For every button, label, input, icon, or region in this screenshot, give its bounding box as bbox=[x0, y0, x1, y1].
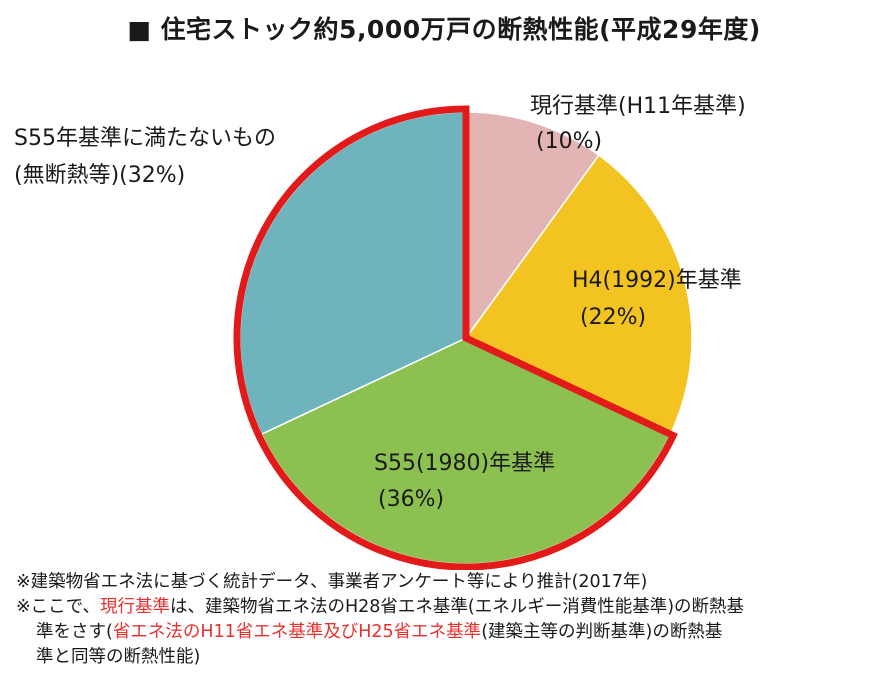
slice-label-pre-s55-sub: (無断熱等)(32%) bbox=[14, 163, 185, 188]
slice-pct-s55: (36%) bbox=[378, 487, 444, 512]
highlight-outline bbox=[233, 105, 678, 570]
highlight-text-genko: 現行基準 bbox=[99, 597, 170, 617]
footnote-2-end: 準と同等の断熱性能) bbox=[36, 647, 201, 667]
slice-label-h4: H4(1992)年基準 bbox=[572, 268, 742, 293]
pie-slice bbox=[465, 111, 600, 341]
pie-chart: 現行基準(H11年基準) (10%) H4(1992)年基準 (22%) S55… bbox=[14, 94, 746, 570]
footnote-2: ※ここで、現行基準は、建築物省エネ法のH28省エネ基準(エネルギー消費性能基準)… bbox=[16, 597, 745, 617]
chart-title: ■ 住宅ストック約5,000万戸の断熱性能(平成29年度) bbox=[127, 15, 761, 44]
footnote-1: ※建築物省エネ法に基づく統計データ、事業者アンケート等により推計(2017年) bbox=[16, 572, 648, 592]
slice-pct-h4: (22%) bbox=[580, 305, 646, 330]
slice-label-s55: S55(1980)年基準 bbox=[374, 451, 555, 476]
footnotes: ※建築物省エネ法に基づく統計データ、事業者アンケート等により推計(2017年) … bbox=[16, 570, 876, 670]
footnote-2-cont: 準をさす(省エネ法のH11省エネ基準及びH25省エネ基準(建築主等の判断基準)の… bbox=[36, 622, 723, 642]
highlight-text-shoene: 省エネ法のH11省エネ基準及びH25省エネ基準 bbox=[112, 622, 482, 642]
slice-pct-genko: (10%) bbox=[536, 129, 602, 154]
slice-label-genko: 現行基準(H11年基準) bbox=[530, 94, 746, 119]
slice-label-pre-s55: S55年基準に満たないもの bbox=[14, 126, 276, 151]
